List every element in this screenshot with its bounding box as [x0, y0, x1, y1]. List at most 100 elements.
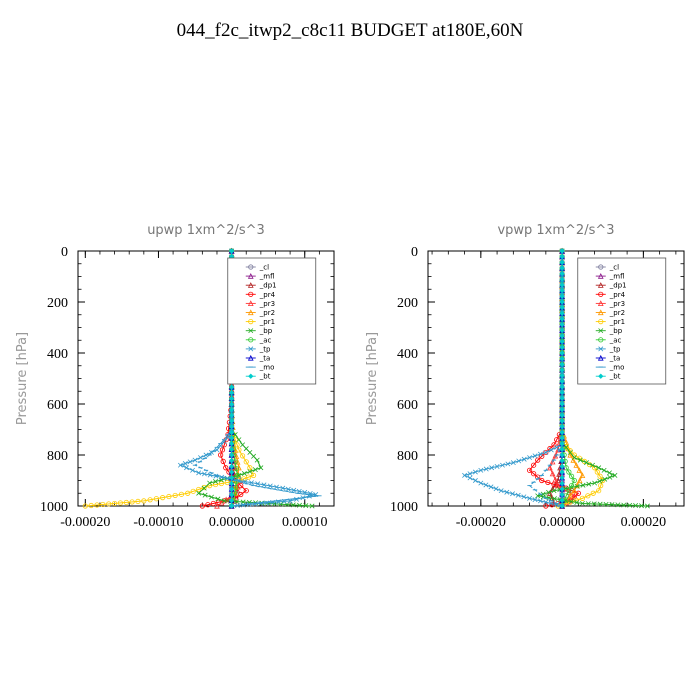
- data-point: [527, 495, 533, 501]
- y-axis-title: Pressure [hPa]: [15, 332, 30, 425]
- data-point: [574, 500, 580, 505]
- x-tick-label: -0.00010: [133, 515, 183, 530]
- data-point: [576, 455, 582, 461]
- data-point: [559, 469, 565, 475]
- series-line: [463, 251, 563, 507]
- legend-label: _mfl: [259, 273, 275, 281]
- data-point: [201, 484, 207, 491]
- data-point: [221, 442, 227, 448]
- data-point: [246, 501, 252, 507]
- data-point: [521, 456, 527, 462]
- data-point: [246, 474, 252, 480]
- data-point: [568, 499, 574, 505]
- data-point: [494, 463, 500, 469]
- x-tick-label: 0.00020: [621, 515, 667, 530]
- legend: _cl_mfl_dp1_pr4_pr3_pr2_pr1_bp_ac_tp_ta_…: [227, 257, 317, 385]
- data-point: [537, 498, 543, 504]
- data-point: [228, 435, 235, 441]
- data-point: [250, 472, 257, 478]
- data-point: [546, 495, 552, 501]
- data-point: [597, 473, 603, 479]
- data-point: [568, 482, 575, 489]
- legend-label: _dp1: [609, 282, 627, 290]
- y-tick-label: 800: [397, 449, 418, 464]
- data-point: [141, 498, 147, 504]
- data-point: [615, 502, 621, 508]
- data-point: [238, 491, 244, 498]
- legend-label: _pr4: [259, 291, 276, 299]
- legend-swatch-marker: [247, 282, 254, 288]
- legend-label: _ta: [609, 355, 621, 363]
- data-point: [612, 472, 618, 478]
- y-tick-label: 1000: [390, 500, 418, 515]
- legend-swatch-marker: [248, 318, 254, 325]
- chart-panel-upwp: upwp 1xm^2/s^3 0 200 400 600 800 1000-0.00020 -…: [15, 223, 335, 530]
- data-point: [221, 498, 227, 504]
- data-point: [228, 384, 235, 390]
- data-point: [106, 501, 112, 507]
- data-point: [228, 458, 235, 464]
- data-point: [559, 452, 565, 458]
- data-point: [559, 390, 565, 396]
- data-point: [207, 480, 213, 486]
- data-point: [644, 503, 650, 509]
- data-point: [309, 503, 315, 509]
- data-point: [559, 378, 565, 384]
- legend-swatch-marker: [597, 282, 604, 288]
- data-point: [228, 395, 235, 401]
- data-point: [280, 485, 286, 491]
- data-point: [601, 467, 607, 473]
- data-point: [559, 492, 565, 498]
- series-bt: [559, 248, 565, 509]
- data-point: [184, 465, 189, 471]
- legend-swatch-marker: [247, 300, 254, 307]
- series-line: [528, 251, 580, 507]
- data-point: [303, 503, 309, 509]
- y-tick-label: 0: [411, 245, 418, 260]
- data-point: [489, 465, 495, 471]
- y-tick-label: 400: [47, 347, 68, 362]
- legend-swatch-marker: [598, 328, 604, 334]
- data-point: [559, 276, 565, 282]
- data-point: [209, 494, 214, 500]
- legend-label: _tp: [609, 345, 621, 353]
- data-point: [467, 475, 473, 481]
- data-point: [483, 466, 489, 472]
- data-point: [559, 407, 565, 413]
- data-point: [598, 482, 604, 489]
- data-point: [559, 322, 565, 328]
- data-point: [160, 495, 166, 501]
- data-point: [251, 453, 257, 459]
- data-point: [559, 401, 565, 407]
- legend-label: _bt: [259, 373, 271, 381]
- data-point: [559, 288, 565, 294]
- data-point: [234, 458, 241, 465]
- data-point: [571, 477, 577, 484]
- data-point: [472, 478, 478, 483]
- data-point: [201, 485, 207, 491]
- data-point: [559, 282, 565, 288]
- data-point: [261, 482, 267, 488]
- data-point: [570, 457, 577, 463]
- data-point: [228, 407, 235, 413]
- data-point: [234, 442, 240, 448]
- data-point: [213, 473, 219, 479]
- data-point: [505, 461, 511, 467]
- data-point: [583, 460, 589, 466]
- data-point: [579, 500, 585, 506]
- data-point: [532, 453, 538, 459]
- data-point: [548, 447, 554, 453]
- data-point: [537, 451, 543, 457]
- legend-label: _ac: [259, 336, 272, 344]
- data-point: [559, 305, 565, 311]
- data-point: [585, 501, 591, 507]
- legend-swatch-marker: [598, 337, 604, 343]
- data-point: [543, 449, 549, 456]
- y-tick-label: 800: [47, 449, 68, 464]
- y-axis-title: Pressure [hPa]: [365, 332, 380, 425]
- data-point: [559, 299, 565, 305]
- data-point: [467, 471, 473, 477]
- data-point: [215, 496, 221, 502]
- legend-swatch-marker: [248, 373, 254, 379]
- data-point: [559, 259, 565, 265]
